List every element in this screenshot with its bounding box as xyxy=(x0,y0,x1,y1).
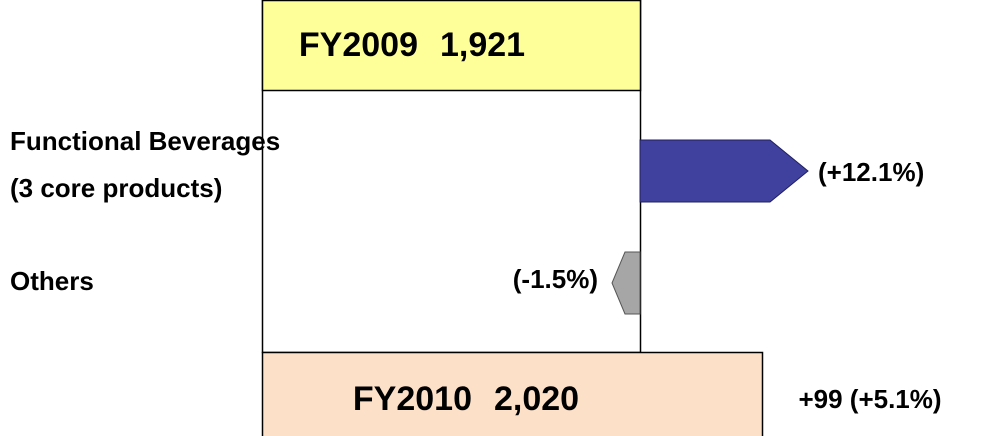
item-label: Others xyxy=(10,266,94,296)
end-value: 2,020 xyxy=(494,380,579,418)
item-label: (3 core products) xyxy=(10,173,222,203)
total-change: +99 (+5.1%) xyxy=(798,384,941,414)
start-value: 1,921 xyxy=(440,26,525,64)
start-label: FY2009 xyxy=(299,26,418,64)
increase-arrow xyxy=(639,139,809,203)
item-change: (-1.5%) xyxy=(513,264,598,294)
decrease-arrow xyxy=(611,251,641,315)
item-change: (+12.1%) xyxy=(818,157,924,187)
end-box xyxy=(261,351,764,436)
end-label: FY2010 xyxy=(353,380,472,418)
item-label: Functional Beverages xyxy=(10,126,280,156)
start-box xyxy=(261,0,642,92)
